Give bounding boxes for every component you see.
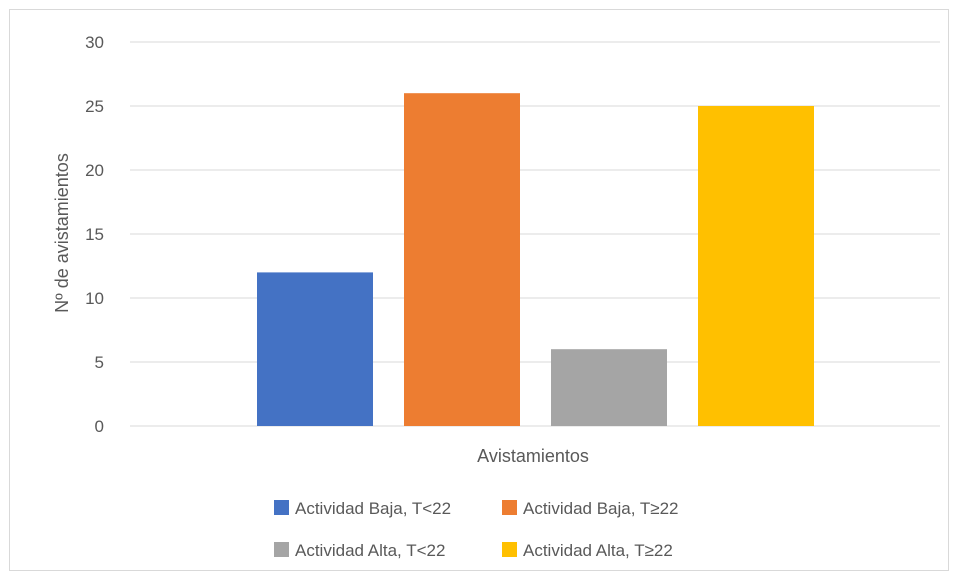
y-tick-label: 15 [85, 225, 104, 244]
legend-swatch [502, 542, 517, 557]
y-tick-label: 5 [95, 353, 104, 372]
y-tick-label: 10 [85, 289, 104, 308]
bar [551, 349, 667, 426]
legend-swatch [274, 542, 289, 557]
bar [257, 272, 373, 426]
bar [404, 93, 520, 426]
legend: Actividad Baja, T<22 Actividad Baja, T≥22… [274, 499, 679, 560]
legend-label: Actividad Alta, T<22 [295, 541, 445, 560]
x-category-label: Avistamientos [477, 446, 589, 466]
y-tick-label: 25 [85, 97, 104, 116]
bars [257, 93, 814, 426]
y-tick-label: 20 [85, 161, 104, 180]
y-tick-label: 30 [85, 33, 104, 52]
gridlines [130, 41, 940, 427]
bar [698, 106, 814, 426]
legend-label: Actividad Baja, T≥22 [523, 499, 679, 518]
legend-swatch [502, 500, 517, 515]
legend-label: Actividad Alta, T≥22 [523, 541, 673, 560]
legend-swatch [274, 500, 289, 515]
y-tick-labels: 0 5 10 15 20 25 30 [85, 33, 104, 436]
y-axis-label: Nº de avistamientos [52, 153, 72, 313]
y-tick-label: 0 [95, 417, 104, 436]
legend-label: Actividad Baja, T<22 [295, 499, 451, 518]
